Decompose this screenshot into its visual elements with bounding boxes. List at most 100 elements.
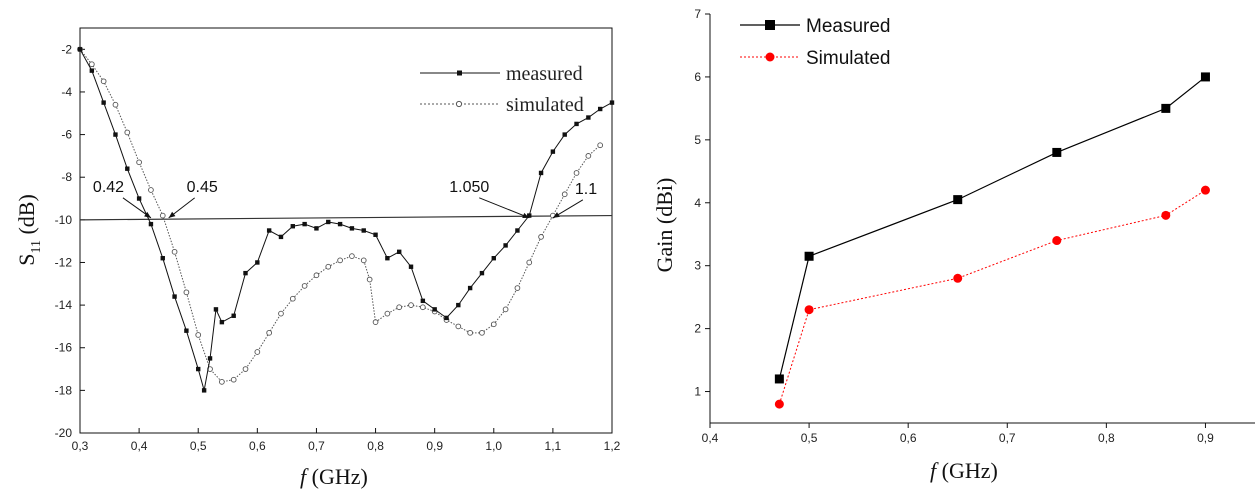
s11-measured-point	[397, 249, 402, 255]
s11-simulated-point	[230, 376, 237, 383]
s11-measured-point	[101, 100, 106, 105]
s11-x-tick-label: 1,0	[485, 439, 502, 453]
gain-x-tick-label: 0,8	[1098, 431, 1115, 445]
s11-x-tick-label: 0,8	[367, 439, 384, 453]
gain-y-tick-label: 5	[694, 133, 701, 147]
s11-chart: 0,3 0,4 0,5 0,6 0,7 0,8 0,9 1,0 1,1 1,2 -20 -18 -16…	[14, 27, 621, 489]
s11-y-tick-label: -8	[61, 170, 72, 184]
s11-ylabel-sub: 11	[29, 240, 44, 253]
s11-y-tick-label: -10	[55, 213, 73, 227]
gain-x-axis-title: f (GHz)	[930, 458, 998, 483]
s11-measured-point	[609, 100, 615, 105]
s11-x-axis-title: f (GHz)	[300, 464, 368, 489]
s11-simulated-point	[597, 142, 604, 149]
s11-measured-point	[231, 313, 236, 318]
s11-measured-point	[243, 270, 248, 276]
s11-y-tick-label: -6	[61, 128, 72, 142]
s11-annotation-arrowhead	[168, 211, 176, 218]
s11-x-tick-label: 1,1	[545, 439, 562, 453]
s11-ylabel-unit: (dB)	[14, 194, 39, 240]
s11-simulated-point	[384, 310, 391, 317]
gain-y-tick-label: 4	[694, 196, 701, 210]
s11-simulated-point	[366, 276, 373, 283]
s11-simulated-point	[254, 349, 261, 355]
legend-measured-marker	[457, 70, 462, 76]
s11-simulated-point	[467, 329, 473, 336]
s11-annotation-label: 0.42	[93, 179, 124, 196]
s11-minus10db-line	[79, 214, 613, 221]
s11-annotation-arrowhead	[144, 211, 151, 218]
s11-simulated-point	[219, 378, 225, 385]
s11-simulated-point	[88, 61, 95, 68]
gain-legend: Measured Simulated	[740, 16, 891, 69]
gain-chart: 0,4 0,5 0,6 0,7 0,8 0,9 1 2 3 4 5 6 7 Measured Simu…	[652, 7, 1255, 483]
s11-y-tick-label: -20	[55, 426, 73, 440]
s11-measured-point	[201, 388, 207, 393]
gain-simulated-point	[774, 399, 784, 409]
gain-measured-point	[953, 195, 963, 205]
s11-x-ticks: 0,3 0,4 0,5 0,6 0,7 0,8 0,9 1,0 1,1 1,2	[72, 428, 621, 453]
s11-measured-point	[172, 294, 177, 299]
s11-measured-point	[385, 256, 390, 261]
s11-ylabel-main: S	[14, 254, 39, 266]
s11-annotation-arrowhead	[552, 212, 560, 218]
s11-measured-point	[337, 221, 343, 227]
s11-xlabel-rest: (GHz)	[306, 464, 368, 489]
s11-simulated-point	[372, 319, 379, 326]
s11-x-tick-label: 0,3	[72, 439, 89, 453]
s11-measured-point	[278, 234, 284, 240]
s11-measured-point	[503, 243, 508, 248]
s11-simulated-point	[349, 253, 355, 259]
s11-measured-point	[290, 224, 295, 229]
s11-measured-point	[349, 226, 355, 231]
gain-simulated-point	[1161, 210, 1171, 220]
s11-y-axis-title: S11 (dB)	[14, 194, 44, 266]
s11-measured-point	[113, 132, 118, 137]
s11-series-group	[77, 46, 615, 393]
s11-simulated-point	[100, 78, 107, 85]
legend-gain-measured-label: Measured	[806, 16, 891, 37]
gain-series-group	[774, 72, 1210, 409]
gain-y-tick-label: 3	[694, 259, 701, 273]
legend-measured-label: measured	[506, 63, 583, 85]
s11-simulated-point	[266, 329, 273, 336]
gain-measured-point	[774, 374, 784, 384]
s11-y-tick-label: -2	[61, 42, 72, 56]
gain-y-ticks: 1 2 3 4 5 6 7	[694, 7, 710, 399]
s11-simulated-point	[408, 302, 414, 308]
s11-measured-point	[219, 319, 225, 325]
s11-x-tick-label: 0,5	[190, 439, 207, 453]
gain-y-tick-label: 1	[694, 385, 701, 399]
gain-measured-point	[1200, 72, 1210, 82]
s11-measured-point	[196, 366, 201, 372]
s11-measured-point	[444, 315, 449, 321]
s11-x-tick-label: 0,6	[249, 439, 266, 453]
s11-simulated-point	[124, 129, 131, 136]
s11-y-tick-label: -16	[55, 341, 73, 355]
gain-x-tick-label: 0,9	[1197, 431, 1214, 445]
s11-measured-point	[597, 106, 603, 112]
gain-simulated-point	[1200, 185, 1210, 195]
s11-measured-point	[538, 170, 544, 176]
gain-simulated-point	[953, 273, 963, 283]
s11-simulated-point	[561, 191, 568, 198]
s11-measured-point	[184, 328, 189, 333]
s11-simulated-point	[195, 332, 202, 338]
s11-simulated-point	[159, 212, 166, 219]
s11-measured-point	[562, 132, 567, 137]
s11-simulated-point	[573, 170, 580, 176]
s11-measured-point	[361, 228, 366, 233]
s11-measured-point	[136, 196, 142, 201]
s11-measured-point	[314, 226, 319, 231]
s11-simulated-point	[325, 263, 332, 270]
s11-simulated-point	[337, 257, 343, 264]
s11-annotation-arrow	[479, 197, 530, 219]
s11-y-tick-label: -12	[55, 255, 73, 269]
s11-measured-point	[373, 232, 378, 237]
gain-simulated-point	[804, 305, 814, 315]
s11-legend: measured simulated	[420, 63, 584, 116]
s11-plot-frame	[79, 27, 613, 434]
gain-y-tick-label: 7	[694, 7, 701, 21]
s11-simulated-point	[396, 304, 403, 311]
